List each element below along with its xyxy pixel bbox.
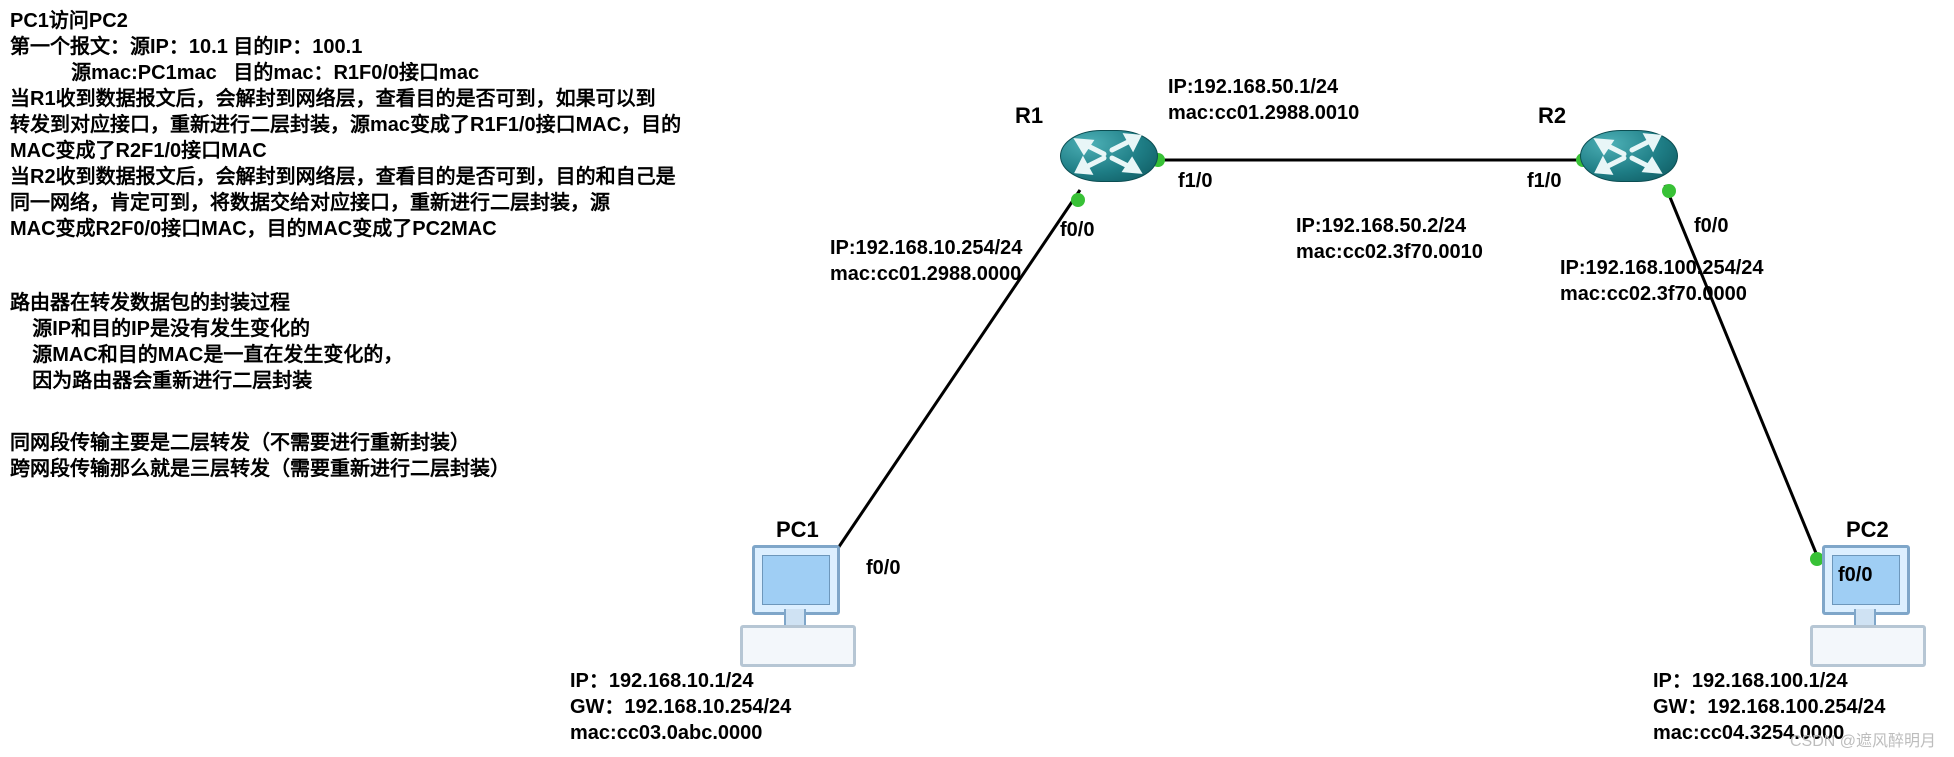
pc1-monitor — [752, 545, 840, 615]
diagram-canvas: R1 R2 PC1 PC2 f1/0 f1/0 f0/0 f0/0 f0/0 f… — [0, 0, 1954, 757]
label-r1-f00: f0/0 — [1060, 217, 1094, 243]
label-r2: R2 — [1538, 103, 1566, 129]
info-r2-left: IP:192.168.50.2/24 mac:cc02.3f70.0010 — [1296, 213, 1483, 265]
pc1-screen — [762, 555, 830, 605]
label-pc1-f00: f0/0 — [866, 555, 900, 581]
text-main: PC1访问PC2 第一个报文：源IP：10.1 目的IP：100.1 源mac:… — [10, 8, 681, 242]
pc2-base — [1810, 625, 1926, 667]
info-r1-top: IP:192.168.50.1/24 mac:cc01.2988.0010 — [1168, 74, 1359, 126]
router-r1 — [1060, 120, 1156, 192]
text-encap: 路由器在转发数据包的封装过程 源IP和目的IP是没有发生变化的 源MAC和目的M… — [10, 290, 403, 394]
router-r2 — [1580, 120, 1676, 192]
label-r1-f10: f1/0 — [1178, 168, 1212, 194]
info-r1-bottom: IP:192.168.10.254/24 mac:cc01.2988.0000 — [830, 235, 1022, 287]
info-r2-bottom: IP:192.168.100.254/24 mac:cc02.3f70.0000 — [1560, 255, 1764, 307]
port-dot-r1-f00 — [1071, 193, 1085, 207]
pc1-base — [740, 625, 856, 667]
router-r1-arrows-icon — [1060, 120, 1156, 192]
label-pc2: PC2 — [1846, 517, 1889, 543]
label-r2-f00: f0/0 — [1694, 213, 1728, 239]
link-r2-pc2 — [1665, 185, 1818, 558]
watermark: CSDN @遮风醉明月 — [1790, 727, 1936, 751]
info-pc1: IP：192.168.10.1/24 GW：192.168.10.254/24 … — [570, 668, 791, 746]
label-r1: R1 — [1015, 103, 1043, 129]
pc1-icon — [740, 545, 850, 665]
text-seg: 同网段传输主要是二层转发（不需要进行重新封装） 跨网段传输那么就是三层转发（需要… — [10, 430, 510, 482]
label-pc1: PC1 — [776, 517, 819, 543]
label-pc2-f00: f0/0 — [1838, 562, 1872, 588]
label-r2-f10: f1/0 — [1527, 168, 1561, 194]
router-r2-arrows-icon — [1580, 120, 1676, 192]
